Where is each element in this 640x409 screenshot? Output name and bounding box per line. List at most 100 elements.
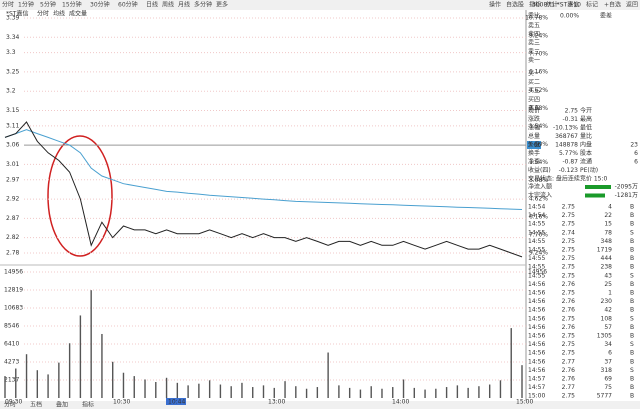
trade-side: B <box>630 350 634 357</box>
trade-volume: 230 <box>601 298 613 305</box>
trade-price: 2.75 <box>562 264 576 271</box>
stat: PE(动) <box>580 167 598 174</box>
volume-bar <box>435 388 437 398</box>
toolbar-tab[interactable]: 60分钟 <box>118 1 138 9</box>
volume-bar <box>305 388 308 398</box>
toolbar-tab[interactable]: 月线 <box>178 1 190 9</box>
trade-price: 2.76 <box>562 281 576 288</box>
toolbar-bg <box>0 0 640 10</box>
pct-tick-label: 9.24% <box>529 250 548 257</box>
order-summary: 委差 <box>600 12 612 20</box>
vol-tick-label: 6410 <box>4 341 19 348</box>
trade-side: B <box>630 307 634 314</box>
toolbar-tab[interactable]: 分时 <box>2 1 14 9</box>
trade-side: B <box>630 212 634 219</box>
trade-time: 14:55 <box>528 247 545 254</box>
trade-status: 交易状态: 盘后连续竞价 15:0 <box>528 175 607 183</box>
trade-side: B <box>630 393 634 400</box>
trade-time: 14:56 <box>528 307 545 314</box>
volume-bar <box>478 386 480 398</box>
trade-volume: 1719 <box>597 247 612 254</box>
trade-price: 2.75 <box>562 341 576 348</box>
toolbar-button[interactable]: 返回 <box>626 2 638 9</box>
volume-bar <box>456 385 459 398</box>
toolbar-tab[interactable]: 多分钟 <box>194 1 212 9</box>
vol-tick-label: 8546 <box>4 323 19 330</box>
trade-time: 14:54 <box>528 204 545 211</box>
book-level: 卖二 <box>528 48 540 55</box>
toolbar-button[interactable]: 操作 <box>489 1 501 9</box>
toolbar-tab[interactable]: 日线 <box>146 1 158 9</box>
trade-price: 2.75 <box>562 350 576 357</box>
trade-price: 2.75 <box>562 315 576 322</box>
volume-bar <box>252 387 254 398</box>
book-level: 卖五 <box>528 23 540 30</box>
trade-time: 14:56 <box>528 298 545 305</box>
trade-time: 14:56 <box>528 341 545 348</box>
volume-bar <box>68 343 71 398</box>
stat: 收益(四) <box>528 166 551 174</box>
trade-volume: 238 <box>601 264 613 271</box>
volume-bar <box>47 374 49 398</box>
volume-bar <box>112 361 114 398</box>
stat: -0.87 <box>562 159 578 166</box>
price-tag-bg <box>527 141 541 149</box>
status-tab[interactable]: 叠加 <box>56 401 68 409</box>
trade-volume: 78 <box>604 229 612 236</box>
y-tick-label: 2.97 <box>6 176 20 183</box>
trade-volume: 1 <box>608 290 612 297</box>
status-tab[interactable]: 五档 <box>30 401 42 409</box>
vol-tick-label: 2137 <box>4 377 19 384</box>
trade-time: 14:56 <box>528 290 545 297</box>
toolbar-tab[interactable]: 15分钟 <box>62 1 82 9</box>
order-summary: 0.00% <box>560 13 579 20</box>
toolbar-button[interactable]: 标记 <box>586 1 598 9</box>
trade-volume: 75 <box>604 384 612 391</box>
volume-bar <box>144 379 146 398</box>
toolbar-button[interactable]: 自选股 <box>506 1 524 9</box>
book-level: 买五 <box>528 104 540 112</box>
trade-volume: 15 <box>604 221 612 228</box>
flow-value: -2095万 <box>615 184 638 191</box>
volume-bar <box>241 382 243 398</box>
flow-label: 大宗流入 <box>528 191 552 199</box>
pct-tick-label: 3.08% <box>529 177 548 184</box>
toolbar-tab[interactable]: 30分钟 <box>90 1 110 9</box>
trade-volume: 4 <box>608 204 612 211</box>
x-tick-label: 09:30 <box>5 399 22 406</box>
volume-bar <box>187 385 189 398</box>
toolbar-button[interactable]: F10 <box>570 2 581 9</box>
trade-time: 14:56 <box>528 358 545 365</box>
panel-header: 300871 *ST嘉信 <box>532 1 579 9</box>
trade-time: 14:55 <box>528 221 545 228</box>
volume-bar <box>208 380 211 398</box>
trade-side: B <box>630 238 634 245</box>
trade-price: 2.77 <box>562 384 576 391</box>
book-level: 买一 <box>528 70 540 78</box>
toolbar-tab[interactable]: 1分钟 <box>18 1 34 9</box>
vol-tick-label: 12819 <box>4 287 23 294</box>
book-level: 买三 <box>528 87 540 95</box>
trade-price: 2.74 <box>562 229 576 236</box>
trade-volume: 1305 <box>597 333 612 340</box>
trade-volume: 6 <box>608 350 612 357</box>
status-tab[interactable]: 指标 <box>82 401 94 409</box>
toolbar-button[interactable]: +自选 <box>604 1 621 9</box>
toolbar-button[interactable]: 统计 <box>546 1 558 9</box>
pct-tick-label: 9.24% <box>529 33 548 40</box>
stat: 今开 <box>580 107 592 115</box>
toolbar-tab[interactable]: 周线 <box>162 1 174 9</box>
trade-price: 2.75 <box>562 255 576 262</box>
toolbar-tab[interactable]: 更多 <box>216 1 228 9</box>
trade-time: 14:57 <box>528 376 545 383</box>
trade-volume: 22 <box>604 212 612 219</box>
y-tick-label: 3.11 <box>6 122 20 129</box>
toolbar-button[interactable]: 指标 <box>529 1 541 9</box>
y-tick-label: 2.78 <box>6 250 20 257</box>
trade-price: 2.76 <box>562 307 576 314</box>
status-tab[interactable]: 分时 <box>4 401 16 409</box>
toolbar-tab[interactable]: 5分钟 <box>40 1 56 9</box>
pct-tick-label: 6.16% <box>529 69 548 76</box>
trade-volume: 348 <box>601 238 613 245</box>
volume-bar <box>413 387 415 398</box>
